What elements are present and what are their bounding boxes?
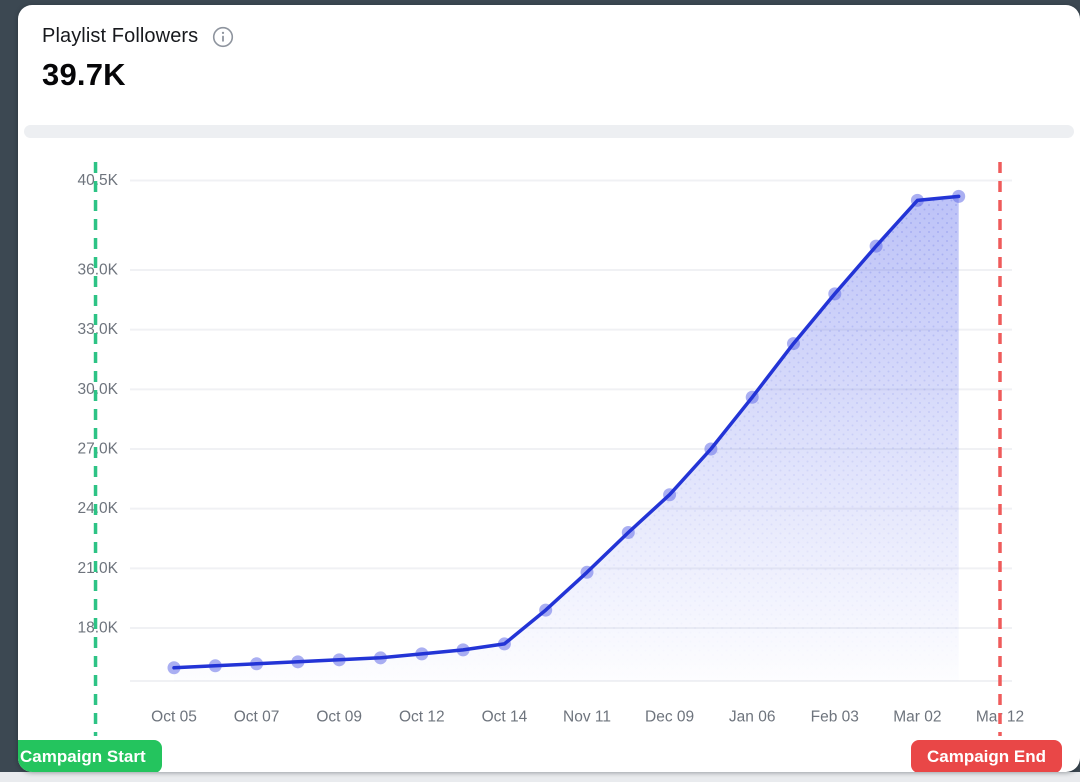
info-icon[interactable]	[212, 26, 234, 48]
y-axis-tick-label: 30.0K	[77, 381, 118, 398]
x-axis-tick-label: Oct 12	[399, 709, 445, 726]
card-title: Playlist Followers	[42, 25, 199, 47]
x-axis-tick-label: Oct 07	[234, 709, 280, 726]
x-axis-tick-label: Jan 06	[729, 709, 776, 726]
y-axis-tick-label: 33.0K	[77, 321, 118, 338]
followers-chart: 40.5K 36.0K 33.0K 30.0K 27.0K 24.0K 21.0K 18.0K…	[18, 5, 1080, 772]
area-fill-texture	[174, 196, 959, 681]
y-axis-tick-label: 36.0K	[77, 261, 118, 278]
y-axis-tick-label: 18.0K	[77, 620, 118, 637]
playlist-followers-card: Playlist Followers 39.7K 40.5K 36.0K 33.0K…	[18, 5, 1080, 772]
campaign-end-badge: Campaign End	[910, 740, 1062, 772]
card-header: Playlist Followers 39.7K	[42, 5, 1056, 125]
y-axis-tick-label: 24.0K	[77, 500, 118, 517]
x-axis-tick-label: Oct 14	[482, 709, 528, 726]
x-axis-tick-label: Feb 03	[811, 709, 859, 726]
header-divider	[24, 125, 1074, 138]
x-axis-tick-label: Oct 09	[316, 709, 362, 726]
x-axis-tick-label: Mar 02	[893, 709, 941, 726]
y-axis-tick-label: 40.5K	[77, 172, 118, 189]
metric-value: 39.7K	[42, 57, 126, 92]
y-axis-tick-label: 27.0K	[77, 440, 118, 457]
x-axis-tick-label: Oct 05	[151, 709, 197, 726]
y-axis-tick-label: 21.0K	[77, 560, 118, 577]
campaign-start-badge: Campaign Start	[18, 740, 162, 772]
x-axis-tick-label: Nov 11	[563, 709, 611, 726]
trend-line	[172, 194, 961, 670]
page-bottom-strip	[0, 772, 1080, 782]
x-axis-tick-label: Dec 09	[645, 709, 694, 726]
